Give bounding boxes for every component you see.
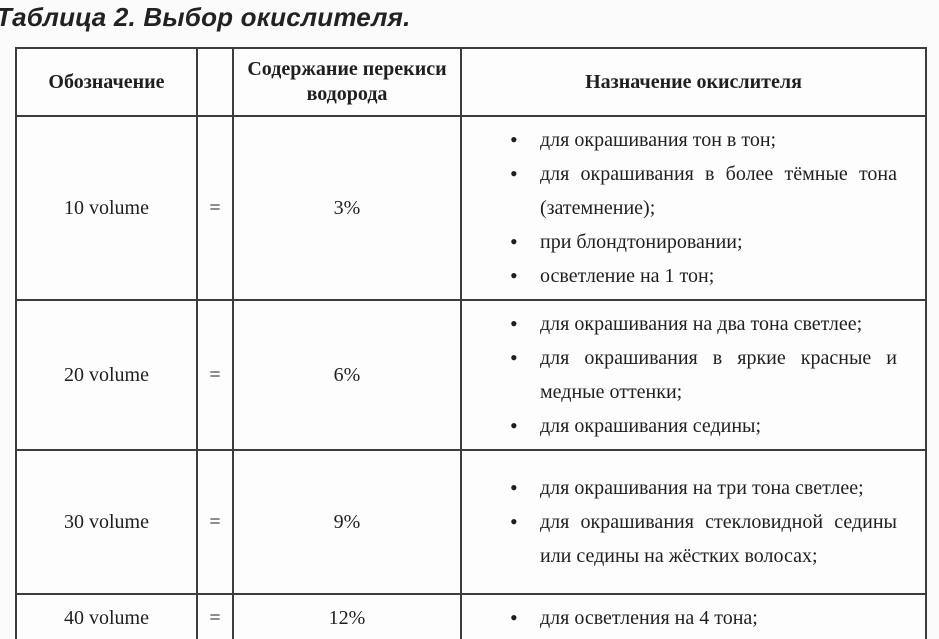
oxidizer-selection-table: Обозначение Содержание перекиси водорода…: [15, 47, 927, 639]
header-equals: [196, 47, 234, 117]
purpose-cell: для осветления на 4 тона;: [460, 593, 927, 639]
purpose-item: для окрашивания стекловидной седины или …: [462, 505, 897, 573]
header-peroxide-content: Содержание перекиси водорода: [232, 47, 462, 117]
designation-cell: 20 volume: [15, 299, 198, 451]
table-row: 30 volume = 9% для окрашивания на три то…: [15, 449, 927, 595]
purpose-item: при блондтонировании;: [462, 225, 897, 259]
purpose-cell: для окрашивания тон в тон; для окрашиван…: [460, 115, 927, 301]
purpose-cell: для окрашивания на два тона светлее; для…: [460, 299, 927, 451]
equals-cell: =: [196, 593, 234, 639]
header-designation: Обозначение: [15, 47, 198, 117]
purpose-list: для окрашивания на два тона светлее; для…: [462, 307, 897, 443]
designation-cell: 30 volume: [15, 449, 198, 595]
purpose-item: для осветления на 4 тона;: [462, 601, 897, 635]
peroxide-content-cell: 3%: [232, 115, 462, 301]
equals-cell: =: [196, 299, 234, 451]
equals-cell: =: [196, 449, 234, 595]
designation-cell: 40 volume: [15, 593, 198, 639]
table-row: 10 volume = 3% для окрашивания тон в тон…: [15, 115, 927, 301]
purpose-item: для окрашивания тон в тон;: [462, 123, 897, 157]
purpose-cell: для окрашивания на три тона светлее; для…: [460, 449, 927, 595]
purpose-list: для осветления на 4 тона;: [462, 601, 897, 635]
purpose-item: для окрашивания в яркие красные и медные…: [462, 341, 897, 409]
purpose-list: для окрашивания тон в тон; для окрашиван…: [462, 123, 897, 293]
header-row: Обозначение Содержание перекиси водорода…: [15, 47, 927, 117]
purpose-item: для окрашивания на три тона светлее;: [462, 471, 897, 505]
header-oxidizer-purpose: Назначение окислителя: [460, 47, 927, 117]
peroxide-content-cell: 6%: [232, 299, 462, 451]
table-row: 20 volume = 6% для окрашивания на два то…: [15, 299, 927, 451]
peroxide-content-cell: 9%: [232, 449, 462, 595]
peroxide-content-cell: 12%: [232, 593, 462, 639]
designation-cell: 10 volume: [15, 115, 198, 301]
purpose-item: осветление на 1 тон;: [462, 259, 897, 293]
purpose-item: для окрашивания на два тона светлее;: [462, 307, 897, 341]
purpose-list: для окрашивания на три тона светлее; для…: [462, 471, 897, 573]
equals-cell: =: [196, 115, 234, 301]
purpose-item: для окрашивания в более тёмные тона (зат…: [462, 157, 897, 225]
table-row: 40 volume = 12% для осветления на 4 тона…: [15, 593, 927, 639]
purpose-item: для окрашивания седины;: [462, 409, 897, 443]
table-title: Таблица 2. Выбор окислителя.: [0, 2, 411, 32]
